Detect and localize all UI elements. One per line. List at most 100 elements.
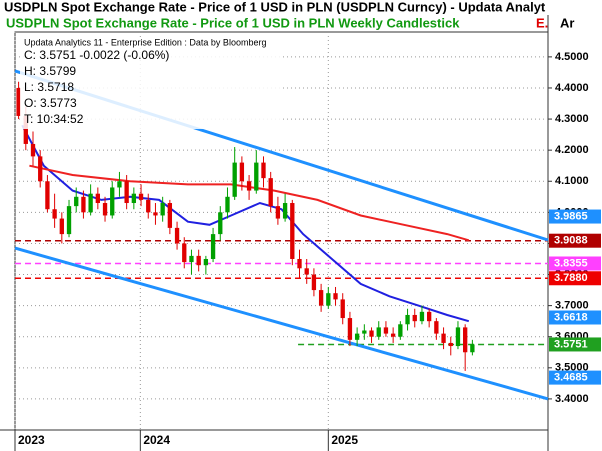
- candle-body: [45, 181, 50, 210]
- candle-body: [38, 156, 43, 182]
- title: USDPLN Spot Exchange Rate - Price of 1 U…: [4, 0, 546, 14]
- trend-line: [29, 164, 470, 242]
- candle-body: [434, 321, 439, 334]
- candle-body: [426, 311, 432, 322]
- candle-body: [23, 115, 28, 144]
- candle-body: [354, 333, 360, 340]
- y-tick-label: 4.4000: [555, 82, 589, 94]
- candle-body: [282, 203, 288, 219]
- candle-body: [88, 193, 93, 213]
- candle-body: [117, 181, 122, 188]
- axis-tag-label: 3.9865: [554, 210, 588, 222]
- candle-body: [326, 293, 331, 306]
- candle-body: [333, 293, 338, 300]
- candle-body: [405, 314, 410, 325]
- candle-body: [59, 218, 64, 235]
- candle-body: [412, 314, 417, 322]
- candle-body: [203, 258, 209, 266]
- info-close: C: 3.5751 -0.0022 (-0.06%): [24, 48, 169, 62]
- candle-body: [383, 327, 389, 334]
- candle-body: [210, 234, 216, 259]
- y-tick-label: 4.2000: [555, 144, 589, 156]
- candle-body: [74, 196, 79, 207]
- candle-body: [470, 344, 475, 353]
- candle-body: [110, 187, 115, 216]
- candle-body: [16, 87, 21, 116]
- candle-body: [376, 327, 381, 337]
- candle-body: [232, 162, 237, 197]
- info-open: O: 3.5773: [24, 96, 77, 110]
- candle-body: [275, 206, 281, 219]
- x-tick-label: 2025: [331, 433, 358, 447]
- candle-body: [81, 196, 86, 213]
- axis-tag-label: 3.5751: [554, 338, 588, 350]
- candle-body: [102, 203, 108, 216]
- subtitle: USDPLN Spot Exchange Rate - Price of 1 U…: [6, 15, 460, 30]
- x-tick-label: 2023: [18, 433, 45, 447]
- y-tick-label: 4.5000: [555, 51, 589, 63]
- axis-tag: [549, 233, 601, 248]
- candle-body: [448, 342, 453, 347]
- candle-body: [167, 203, 173, 228]
- axis-tag: [549, 370, 601, 385]
- candle-body: [138, 193, 144, 200]
- candle-body: [304, 268, 309, 275]
- info-source: Updata Analytics 11 - Enterprise Edition…: [24, 37, 266, 47]
- candle-body: [160, 203, 165, 216]
- candle-body: [153, 212, 158, 216]
- axis-tag-label: 3.8355: [554, 257, 588, 269]
- y-tick-label: 4.3000: [555, 113, 589, 125]
- axis-tag: [549, 209, 601, 224]
- axis-tag-label: 3.9088: [554, 235, 588, 247]
- info-high: H: 3.5799: [24, 64, 76, 78]
- candle-body: [174, 227, 180, 244]
- axis-tag-label: 3.7880: [554, 272, 588, 284]
- axis-panel: [548, 32, 602, 430]
- axis-tag-label: 3.4685: [554, 372, 588, 384]
- candle-body: [218, 212, 223, 235]
- info-time: T: 10:34:52: [24, 112, 84, 126]
- candle-body: [297, 258, 302, 269]
- y-tick-label: 3.7000: [555, 300, 589, 312]
- info-box: [20, 37, 280, 129]
- candle-body: [196, 255, 201, 266]
- candle-body: [390, 333, 396, 337]
- trend-line: [14, 246, 549, 401]
- axis-tag: [549, 310, 601, 325]
- y-tick-label: 4.1000: [555, 175, 589, 187]
- candle-body: [268, 178, 273, 207]
- candle-body: [95, 193, 100, 204]
- candle-body: [441, 333, 446, 343]
- candle-body: [419, 311, 425, 322]
- candle-body: [261, 162, 266, 179]
- candle-body: [239, 162, 245, 182]
- info-low: L: 3.5718: [24, 80, 74, 94]
- candle-body: [124, 181, 129, 204]
- candle-body: [369, 330, 374, 337]
- candle-body: [290, 203, 295, 259]
- candle-body: [455, 327, 461, 347]
- candle-body: [131, 193, 137, 204]
- axis-tag-label: 3.6618: [554, 311, 588, 323]
- candle-body: [66, 206, 72, 235]
- candle-body: [347, 318, 353, 340]
- candle-body: [311, 274, 317, 291]
- candle-body: [463, 327, 468, 353]
- subtitle-bar: [0, 15, 548, 31]
- x-tick-label: 2024: [143, 433, 170, 447]
- axis-tag: [549, 271, 601, 286]
- axis-head: Ar: [560, 15, 574, 30]
- candle-body: [318, 290, 324, 306]
- candle-body: [30, 143, 36, 157]
- candle-body: [254, 162, 259, 191]
- candle-body: [340, 299, 345, 319]
- subtitle-mark: E.: [536, 15, 548, 30]
- candle-body: [189, 255, 194, 263]
- axis-tag: [549, 337, 601, 352]
- candle-body: [52, 209, 57, 219]
- candle-body: [225, 196, 230, 213]
- candle-body: [398, 324, 403, 337]
- candle-body: [146, 199, 151, 213]
- axis-tag: [549, 256, 601, 271]
- candle-body: [362, 330, 367, 334]
